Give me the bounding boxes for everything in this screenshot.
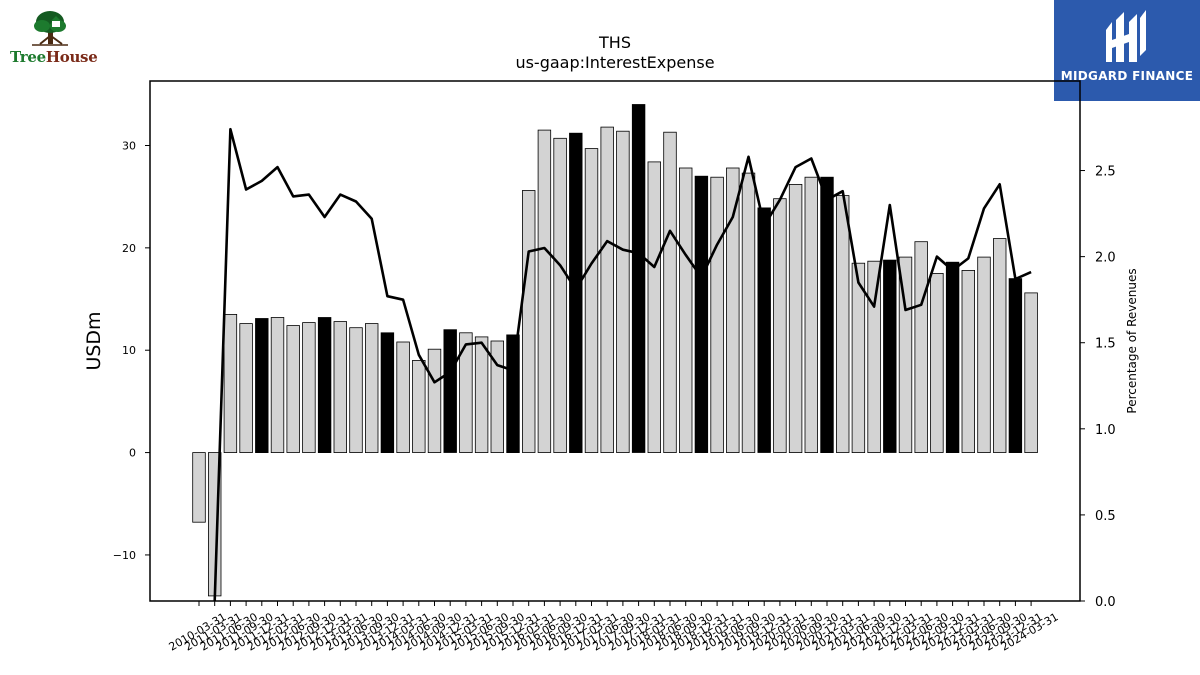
bar — [349, 327, 363, 454]
y-axis-label: USDm — [83, 311, 105, 370]
bar — [883, 259, 897, 453]
right-axis-ticks: 0.0 0.5 1.0 1.5 2.0 2.5 — [1080, 165, 1116, 610]
bar — [647, 161, 662, 454]
wordmark-house: House — [45, 48, 98, 66]
y-tick-label: −10 — [113, 549, 136, 562]
bar — [286, 325, 300, 453]
y2-tick-label: 2.0 — [1095, 251, 1116, 266]
bar — [192, 452, 206, 523]
bar — [788, 183, 803, 454]
bar — [694, 175, 709, 453]
bar — [631, 104, 646, 453]
bar — [757, 207, 771, 453]
bar — [804, 176, 819, 453]
bar — [506, 334, 520, 453]
treehouse-logo: TreeHouse — [6, 6, 98, 70]
y-tick-label: 0 — [129, 447, 136, 460]
bar-series — [192, 104, 1038, 597]
bar — [459, 332, 473, 453]
bar — [820, 176, 834, 453]
y2-axis-label: Percentage of Revenues — [1125, 268, 1139, 413]
midgard-emblem-icon — [1106, 10, 1146, 62]
bar — [993, 238, 1007, 453]
y2-tick-label: 2.5 — [1095, 165, 1116, 180]
midgard-finance-logo: MIDGARD FINANCE — [1054, 0, 1200, 101]
y2-tick-label: 0.5 — [1095, 509, 1116, 524]
bar — [1008, 278, 1023, 454]
treehouse-wordmark: TreeHouse — [10, 48, 98, 66]
bar — [1024, 292, 1038, 453]
plot-frame — [149, 80, 1081, 602]
bar — [317, 317, 332, 454]
tree-icon — [32, 11, 68, 46]
y2-tick-label: 1.0 — [1095, 423, 1116, 438]
bar — [412, 359, 426, 453]
y2-tick-label: 1.5 — [1095, 337, 1116, 352]
bar — [898, 256, 913, 454]
bar — [616, 130, 630, 453]
bar — [443, 329, 457, 453]
bar — [223, 313, 238, 453]
bar — [490, 340, 505, 453]
y2-tick-label: 0.0 — [1095, 595, 1116, 610]
bar — [726, 167, 740, 454]
bar — [396, 341, 410, 453]
bar — [380, 332, 395, 453]
bar — [427, 348, 442, 454]
bar — [773, 198, 787, 453]
bar — [569, 132, 583, 453]
midgard-wordmark: MIDGARD FINANCE — [1060, 69, 1194, 83]
bar — [553, 137, 567, 453]
bar — [977, 256, 991, 454]
bar — [364, 323, 379, 454]
bar — [663, 131, 677, 453]
bar — [600, 126, 614, 453]
chart-title: THS — [598, 33, 631, 52]
bar — [302, 322, 316, 454]
bar — [710, 176, 724, 453]
bar — [914, 241, 928, 453]
bar — [741, 172, 756, 453]
y-tick-label: 20 — [122, 242, 136, 255]
bar — [333, 321, 348, 454]
bar — [867, 260, 881, 454]
bar — [836, 195, 850, 453]
bar — [255, 318, 269, 454]
wordmark-tree: Tree — [10, 48, 46, 66]
bar — [270, 317, 285, 454]
bar — [239, 323, 253, 454]
bar — [851, 262, 866, 454]
percentage-of-revenues-line — [213, 127, 1032, 602]
bar — [679, 167, 693, 454]
bar — [522, 190, 536, 453]
bar — [537, 129, 552, 453]
left-axis-ticks: −10 0 10 20 30 — [113, 139, 150, 562]
y-tick-label: 10 — [122, 344, 136, 357]
x-axis-ticks: 2010-03-312011-03-312011-06-302011-09-30… — [167, 601, 1061, 654]
bar — [474, 336, 489, 453]
chart-subtitle: us-gaap:InterestExpense — [515, 53, 714, 72]
bar — [930, 272, 944, 453]
bar — [945, 261, 960, 454]
y-tick-label: 30 — [122, 139, 136, 152]
bar — [584, 148, 599, 454]
bar — [961, 269, 976, 453]
